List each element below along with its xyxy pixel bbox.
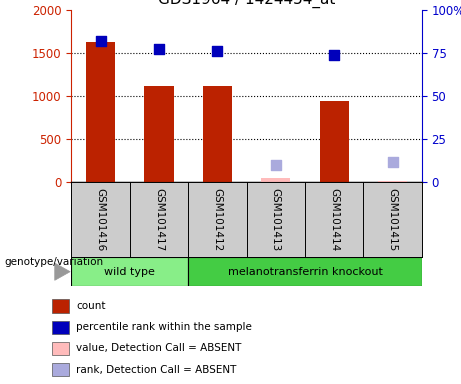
Bar xyxy=(261,178,290,182)
Text: GSM101414: GSM101414 xyxy=(329,188,339,252)
Bar xyxy=(52,363,69,376)
Text: value, Detection Call = ABSENT: value, Detection Call = ABSENT xyxy=(77,343,242,354)
Bar xyxy=(52,342,69,355)
Point xyxy=(214,48,221,54)
Point xyxy=(97,38,104,44)
Bar xyxy=(52,321,69,334)
Bar xyxy=(378,180,407,182)
Point xyxy=(389,159,396,165)
Text: GSM101413: GSM101413 xyxy=(271,188,281,252)
Text: GSM101412: GSM101412 xyxy=(213,188,223,252)
Text: GSM101416: GSM101416 xyxy=(95,188,106,252)
Bar xyxy=(86,42,115,182)
Bar xyxy=(71,257,188,286)
Bar xyxy=(203,86,232,182)
Bar xyxy=(319,101,349,182)
Bar xyxy=(144,86,174,182)
Point xyxy=(272,162,279,168)
Text: count: count xyxy=(77,301,106,311)
Point xyxy=(331,51,338,58)
Bar xyxy=(52,300,69,313)
Text: genotype/variation: genotype/variation xyxy=(5,257,104,267)
Title: GDS1964 / 1424454_at: GDS1964 / 1424454_at xyxy=(158,0,335,8)
Polygon shape xyxy=(55,263,70,280)
Text: GSM101417: GSM101417 xyxy=(154,188,164,252)
Bar xyxy=(188,257,422,286)
Point xyxy=(155,46,163,52)
Text: melanotransferrin knockout: melanotransferrin knockout xyxy=(228,266,383,277)
Text: rank, Detection Call = ABSENT: rank, Detection Call = ABSENT xyxy=(77,364,237,375)
Text: percentile rank within the sample: percentile rank within the sample xyxy=(77,322,252,333)
Text: GSM101415: GSM101415 xyxy=(388,188,398,252)
Text: wild type: wild type xyxy=(104,266,155,277)
